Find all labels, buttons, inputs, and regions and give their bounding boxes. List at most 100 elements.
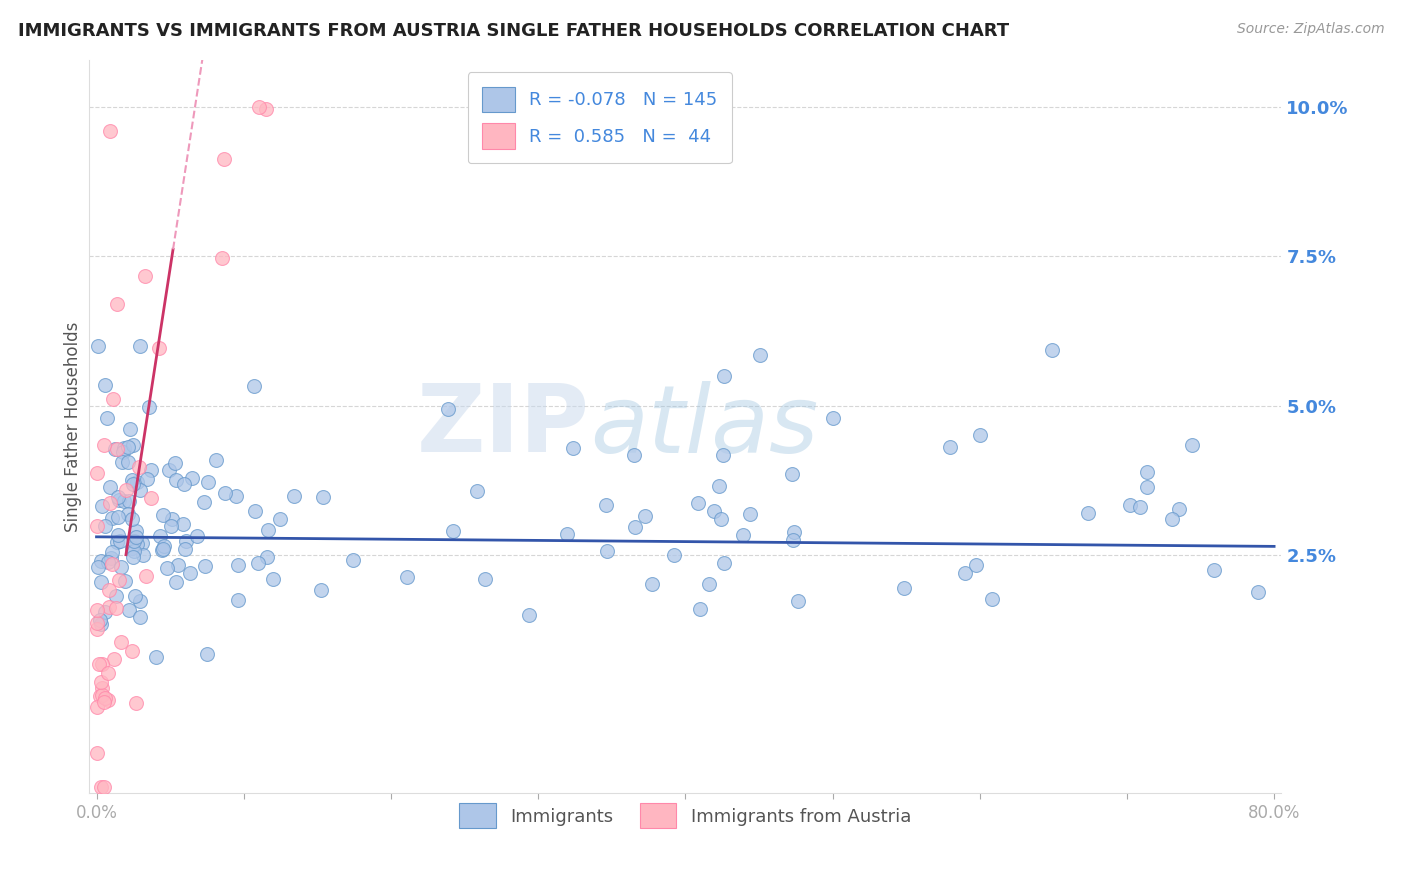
Point [89,657,111,671]
Point [197,475,219,489]
Point [104,589,127,603]
Point [256,524,278,538]
Point [86,747,108,761]
Point [561,441,583,455]
Point [121,644,143,658]
Point [129,339,152,353]
Point [283,489,305,503]
Point [129,610,152,624]
Point [595,498,617,512]
Text: Source: ZipAtlas.com: Source: ZipAtlas.com [1237,22,1385,37]
Point [193,495,215,509]
Point [135,472,157,486]
Point [1136,480,1159,494]
Point [711,448,734,462]
Point [254,102,277,116]
Point [111,455,134,469]
Point [634,509,657,524]
Point [122,534,145,549]
Point [731,527,754,541]
Point [127,475,149,489]
Point [132,548,155,562]
Point [174,534,197,549]
Point [86,622,108,636]
Point [117,440,139,454]
Point [105,601,128,615]
Point [153,540,176,554]
Point [122,544,145,558]
Point [104,442,127,456]
Point [1040,343,1063,358]
Point [125,530,148,544]
Point [93,695,115,709]
Point [114,574,136,589]
Point [623,448,645,462]
Point [181,471,204,485]
Point [121,541,143,556]
Point [152,541,174,556]
Point [96,410,118,425]
Point [641,576,664,591]
Point [686,496,709,510]
Point [121,550,143,565]
Text: atlas: atlas [591,381,818,472]
Point [309,582,332,597]
Point [121,473,143,487]
Point [740,507,762,521]
Text: ZIP: ZIP [418,381,591,473]
Point [105,534,128,549]
Point [97,693,120,707]
Point [125,524,148,538]
Point [1136,466,1159,480]
Point [689,602,711,616]
Point [94,377,117,392]
Point [269,511,291,525]
Point [118,602,141,616]
Point [120,422,142,436]
Point [101,545,124,559]
Point [93,780,115,795]
Point [117,508,139,522]
Point [703,504,725,518]
Point [127,537,149,551]
Point [749,348,772,362]
Point [465,483,488,498]
Point [87,339,110,353]
Point [195,647,218,661]
Point [179,566,201,580]
Point [139,491,162,506]
Point [107,493,129,508]
Point [121,512,143,526]
Point [1202,563,1225,577]
Point [107,509,129,524]
Point [517,607,540,622]
Point [939,441,962,455]
Point [97,599,120,614]
Point [100,550,122,565]
Point [226,558,249,572]
Point [1119,498,1142,512]
Point [131,535,153,549]
Point [129,483,152,498]
Point [557,526,579,541]
Point [312,490,335,504]
Point [441,524,464,538]
Point [1077,506,1099,520]
Point [697,577,720,591]
Point [86,615,108,630]
Point [115,483,138,498]
Point [148,341,170,355]
Point [101,392,124,406]
Point [90,675,112,690]
Point [86,466,108,480]
Point [100,557,122,571]
Point [128,459,150,474]
Point [211,251,233,265]
Point [787,593,810,607]
Point [783,524,806,539]
Point [596,543,619,558]
Point [86,519,108,533]
Point [160,511,183,525]
Point [156,561,179,575]
Point [112,494,135,508]
